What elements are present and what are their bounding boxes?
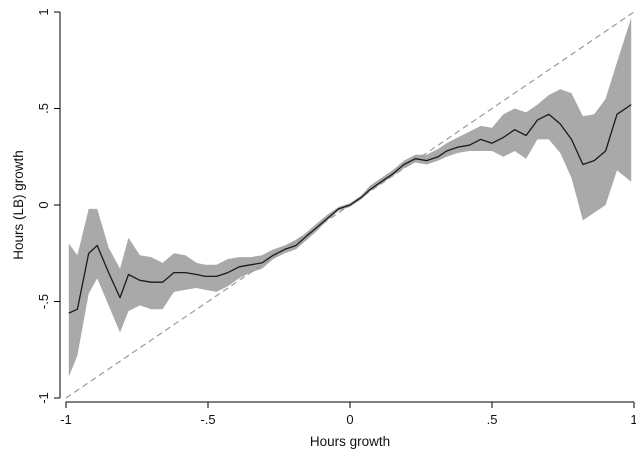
y-tick-label: 0 xyxy=(36,201,51,208)
y-axis: -1 -.5 0 .5 1 xyxy=(36,8,61,404)
confidence-band xyxy=(68,17,632,377)
x-tick-label: 1 xyxy=(630,412,636,427)
y-tick-label: 1 xyxy=(36,8,51,15)
x-tick-label: -.5 xyxy=(200,412,215,427)
x-tick-label: 0 xyxy=(346,412,353,427)
y-axis-title: Hours (LB) growth xyxy=(11,150,26,260)
plot-area xyxy=(65,11,635,399)
series-line xyxy=(68,104,632,314)
y-tick-label: -.5 xyxy=(36,294,51,309)
y-tick-label: .5 xyxy=(36,103,51,114)
x-tick-label: .5 xyxy=(487,412,498,427)
y-tick-label: -1 xyxy=(36,392,51,404)
x-tick-label: -1 xyxy=(60,412,72,427)
x-axis: -1 -.5 0 .5 1 xyxy=(60,401,636,427)
x-axis-title: Hours growth xyxy=(310,434,390,449)
